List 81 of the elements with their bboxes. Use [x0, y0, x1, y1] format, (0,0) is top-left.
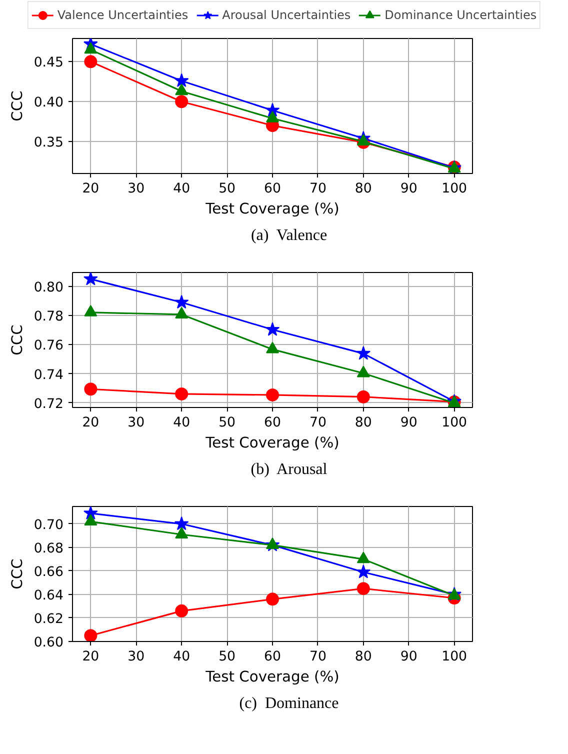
point: [265, 322, 280, 336]
x-tick-label: 70: [309, 416, 326, 430]
x-tick-label: 60: [264, 182, 281, 196]
x-axis-title: Test Coverage (%): [204, 668, 340, 686]
text: (b) Arousal: [250, 460, 328, 480]
point: [84, 506, 98, 520]
x-tick-label: 70: [309, 650, 326, 664]
y-tick-label: 0.72: [34, 396, 64, 412]
point: [175, 527, 188, 538]
y-axis-title: CCC: [8, 324, 26, 356]
legend-label: Valence Uncertainties: [57, 8, 188, 22]
point: [84, 514, 98, 526]
legend-label: Arousal Uncertainties: [222, 8, 351, 22]
point: [356, 564, 371, 578]
x-tick-label: 40: [173, 182, 190, 196]
x-tick-label: 100: [442, 182, 468, 196]
point: [266, 388, 279, 402]
point: [175, 307, 188, 318]
y-tick-label: 0.64: [34, 588, 64, 604]
x-tick-label: 30: [128, 416, 145, 430]
point: [356, 582, 370, 596]
text: (a) Valence: [250, 226, 328, 246]
point: [175, 604, 188, 618]
point: [356, 390, 370, 404]
x-tick-label: 80: [354, 416, 372, 430]
x-tick-label: 80: [354, 650, 372, 664]
y-tick-label: 0.60: [34, 636, 64, 650]
point: [174, 73, 189, 87]
x-tick-label: 90: [400, 650, 418, 664]
x-tick-label: 60: [264, 650, 281, 664]
point: [84, 382, 98, 396]
y-tick-label: 0.74: [34, 368, 64, 383]
x-tick-label: 50: [218, 650, 236, 664]
y-tick-label: 0.40: [34, 96, 64, 111]
point: [84, 629, 98, 642]
point: [356, 134, 370, 146]
x-tick-label: 20: [82, 416, 100, 430]
x-tick-label: 90: [400, 182, 418, 196]
y-tick-label: 0.80: [34, 280, 64, 296]
x-axis-title: Test Coverage (%): [204, 434, 340, 452]
point: [84, 272, 98, 286]
x-tick-label: 90: [400, 416, 418, 430]
x-tick-label: 40: [173, 650, 190, 664]
point: [175, 95, 188, 108]
x-tick-label: 100: [442, 416, 468, 430]
x-tick-label: 30: [128, 182, 145, 196]
y-tick-label: 0.78: [34, 310, 64, 325]
y-tick-label: 0.70: [34, 518, 64, 533]
x-tick-label: 100: [442, 650, 468, 664]
point: [84, 55, 98, 68]
point: [175, 387, 188, 400]
x-tick-label: 70: [309, 182, 326, 196]
x-tick-label: 40: [173, 416, 190, 430]
x-tick-label: 30: [128, 650, 145, 664]
point: [266, 110, 279, 122]
point: [356, 552, 370, 564]
legend-label: Dominance Uncertainties: [384, 8, 537, 22]
x-tick-label: 20: [82, 182, 100, 196]
x-tick-label: 50: [218, 182, 236, 196]
x-tick-label: 80: [354, 182, 372, 196]
point: [174, 294, 189, 309]
y-tick-label: 0.66: [34, 564, 64, 580]
x-tick-label: 60: [264, 416, 281, 430]
point: [174, 516, 189, 530]
y-tick-label: 0.62: [34, 612, 64, 627]
x-axis-title: Test Coverage (%): [204, 200, 340, 218]
y-tick-label: 0.45: [34, 56, 64, 71]
y-axis-title: CCC: [8, 558, 26, 590]
point: [266, 592, 279, 606]
y-axis-title: CCC: [8, 90, 26, 122]
y-tick-label: 0.35: [34, 136, 64, 151]
y-tick-label: 0.76: [34, 338, 64, 354]
y-tick-label: 0.68: [34, 541, 64, 556]
point: [84, 305, 98, 316]
point: [266, 342, 279, 354]
x-tick-label: 50: [218, 416, 236, 430]
point: [356, 346, 371, 360]
point: [175, 84, 188, 96]
point: [356, 366, 370, 378]
text: (c) Dominance: [239, 694, 339, 714]
x-tick-label: 20: [82, 650, 100, 664]
